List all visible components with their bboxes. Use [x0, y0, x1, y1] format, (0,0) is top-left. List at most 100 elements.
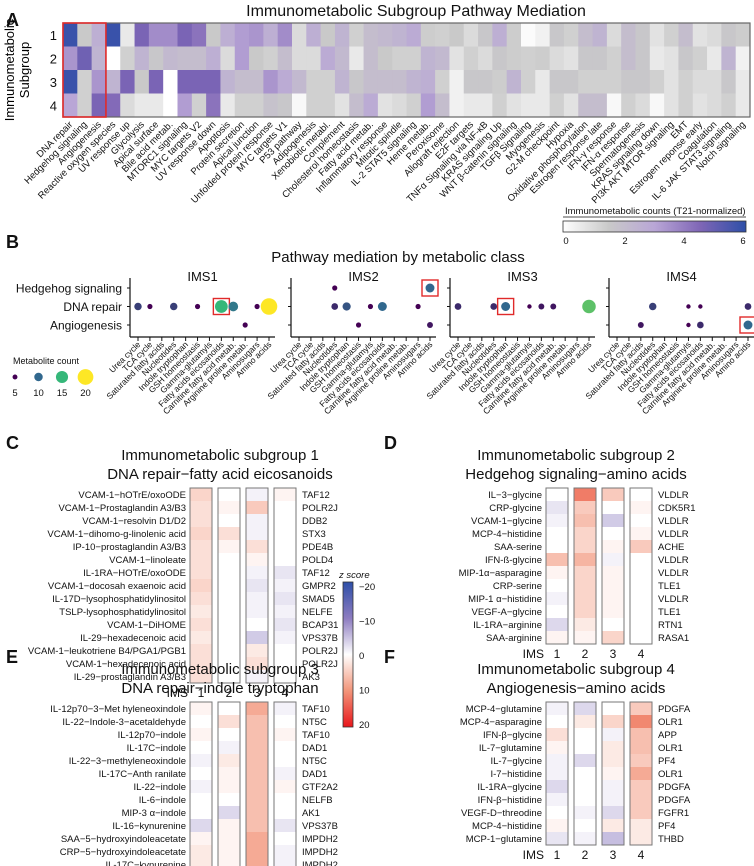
gene-label: STX3 [302, 529, 326, 540]
heatmap-cell [506, 93, 522, 118]
heatmap-cell [664, 23, 679, 47]
heatmap-cell [246, 657, 268, 671]
heatmap-cell [163, 23, 178, 47]
heatmap-cell [190, 845, 212, 859]
heatmap-cell [546, 793, 568, 807]
heatmap-cell [574, 605, 596, 619]
heatmap-subtitle: DNA repair−indole tryptophan [121, 680, 318, 697]
row-label: VCAM-1−docosah exaenoic acid [48, 581, 186, 592]
gene-label: TAF10 [302, 730, 330, 741]
heatmap-cell [334, 93, 350, 118]
heatmap-cell [602, 780, 624, 794]
heatmap-cell [274, 657, 296, 671]
heatmap-cell [218, 657, 240, 671]
heatmap-cell [274, 605, 296, 619]
zscore-tick: 0 [359, 651, 364, 662]
heatmap-cell [218, 715, 240, 729]
size-legend-swatch [55, 370, 69, 384]
heatmap-cell [263, 70, 279, 94]
heatmap-cell [246, 832, 268, 846]
heatmap-cell [420, 46, 436, 71]
heatmap-cell [574, 579, 596, 593]
gene-label: AK1 [302, 808, 320, 819]
heatmap-cell [602, 631, 624, 645]
heatmap-cell [120, 70, 136, 94]
heatmap-cell [463, 23, 479, 47]
heatmap-cell [546, 741, 568, 755]
heatmap-cell [190, 553, 212, 567]
heatmap-cell [77, 46, 93, 71]
panel-f-heatmap: Immunometabolic subgroup 4 Angiogenesis−a… [460, 661, 691, 862]
heatmap-cell [621, 46, 636, 71]
x-prefix-label: IMS [523, 647, 544, 661]
heatmap-cell [735, 46, 751, 71]
gene-label: TAF10 [302, 704, 330, 715]
heatmap-cell [246, 631, 268, 645]
heatmap-cell [246, 728, 268, 742]
heatmap-cell [574, 793, 596, 807]
heatmap-cell [177, 70, 193, 94]
heatmap-cell [406, 23, 422, 47]
heatmap-cell [377, 46, 393, 71]
heatmap-cell [392, 46, 407, 71]
heatmap-cell [105, 93, 121, 118]
column-label: 1 [554, 647, 561, 661]
heatmap-cell [177, 23, 193, 47]
data-point [538, 303, 545, 310]
heatmap-cell [735, 93, 751, 118]
y-category-label: Hedgehog signaling [16, 282, 122, 296]
heatmap-cell [602, 618, 624, 632]
row-label: VCAM-1−DiHOME [107, 620, 186, 631]
heatmap-cell [377, 70, 393, 94]
heatmap-cell [630, 780, 652, 794]
heatmap-cell [63, 23, 78, 47]
row-label: CRP−5−hydroxyindoleacetate [60, 847, 186, 858]
heatmap-cell [274, 845, 296, 859]
heatmap-cell [218, 728, 240, 742]
colorbar [562, 220, 747, 233]
heatmap-cell [630, 715, 652, 729]
row-label: VCAM-1−hOTrE/oxoODE [78, 490, 186, 501]
heatmap-cell [91, 70, 107, 94]
heatmap-cell [190, 488, 212, 502]
size-legend-value: 20 [80, 388, 91, 399]
gene-label: TLE1 [658, 607, 681, 618]
heatmap-cell [274, 514, 296, 528]
heatmap-cell [274, 793, 296, 807]
heatmap-cell [563, 46, 579, 71]
heatmap-cell [574, 767, 596, 781]
heatmap-cell [91, 23, 107, 47]
gene-label: DDB2 [302, 516, 327, 527]
heatmap-cell [218, 553, 240, 567]
row-label: IL-12p70−indole [118, 730, 186, 741]
heatmap-cell [234, 46, 250, 71]
heatmap-cell [218, 670, 240, 684]
heatmap-cell [246, 618, 268, 632]
heatmap-cell [574, 618, 596, 632]
heatmap-cell [249, 93, 264, 118]
heatmap-cell [721, 46, 737, 71]
heatmap-cell [546, 579, 568, 593]
heatmap-cell [218, 631, 240, 645]
heatmap-cell [349, 70, 365, 94]
heatmap-cell [707, 93, 722, 118]
heatmap-cell [549, 70, 565, 94]
data-point [427, 322, 433, 328]
heatmap-cell [163, 70, 178, 94]
row-label: IL-1RA−glycine [477, 782, 542, 793]
heatmap-cell [246, 754, 268, 768]
heatmap-cell [621, 23, 636, 47]
heatmap-cell [292, 93, 307, 118]
heatmap-cell [218, 592, 240, 606]
heatmap-cell [190, 527, 212, 541]
heatmap-cell [163, 46, 178, 71]
heatmap-cell [678, 46, 694, 71]
column-border [629, 701, 653, 846]
row-label: IL-1RA−HOTrE/oxoODE [83, 568, 186, 579]
heatmap-cell [274, 832, 296, 846]
heatmap-cell [190, 592, 212, 606]
column-label: 1 [198, 686, 205, 700]
gene-label: IMPDH2 [302, 860, 338, 866]
heatmap-cell [274, 488, 296, 502]
gene-label: DAD1 [302, 743, 327, 754]
